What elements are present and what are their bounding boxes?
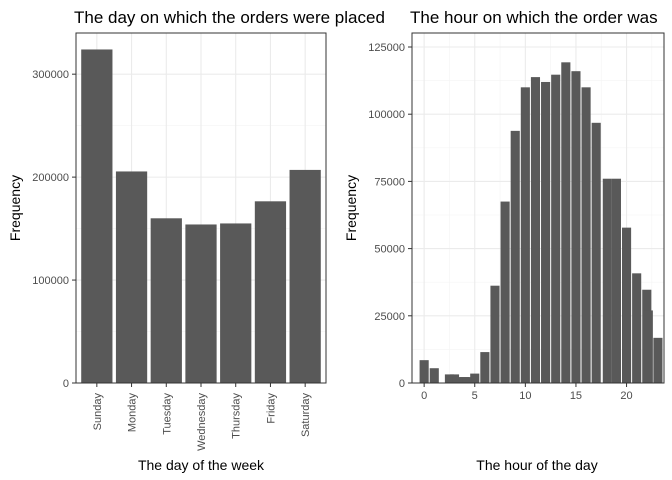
bar-hour-6 — [480, 352, 490, 383]
bar-thursday — [220, 223, 252, 383]
y-tick-label: 200000 — [32, 172, 69, 184]
chart-title: The day on which the orders were placed — [74, 8, 385, 27]
bar-hour-17 — [591, 122, 601, 383]
bar-hour-12 — [541, 81, 551, 383]
y-axis-ticks: 0 25000 50000 75000 100000 125000 — [368, 42, 412, 390]
bar-saturday — [289, 169, 321, 383]
x-tick-label: 0 — [421, 390, 427, 402]
y-tick-label: 100000 — [368, 109, 405, 121]
x-axis-label: The day of the week — [138, 457, 265, 473]
y-tick-label: 75000 — [374, 176, 405, 188]
bar-hour-extra — [452, 377, 463, 383]
bar-tuesday — [150, 218, 182, 383]
bar-hour-extra — [444, 374, 454, 383]
x-axis-label: The hour of the day — [476, 457, 597, 473]
x-tick-label: Sunday — [92, 393, 104, 431]
x-tick-label: Wednesday — [196, 393, 208, 451]
x-tick-label: Thursday — [231, 393, 243, 439]
bar-friday — [254, 201, 287, 383]
bar-hour-11 — [530, 77, 541, 384]
x-tick-label: Monday — [127, 393, 139, 433]
bar-hour-extra — [653, 337, 663, 383]
bar-hour-19 — [611, 178, 621, 383]
bar-hour-5 — [470, 373, 480, 383]
bar-hour-13 — [551, 74, 561, 383]
y-tick-label: 100000 — [32, 275, 69, 287]
bar-hour-extra — [643, 310, 653, 383]
bar-hour-8 — [500, 201, 510, 383]
bar-hour-16 — [581, 87, 591, 383]
bar-hour-20 — [622, 227, 632, 383]
chart-panel-hour-of-day: 0 25000 50000 75000 100000 125000 0 5 10 15 20 Th… — [343, 8, 665, 473]
y-tick-label: 0 — [63, 378, 69, 390]
y-tick-label: 300000 — [32, 69, 69, 81]
chart-title: The hour on which the order was — [410, 8, 658, 27]
bar-hour-14 — [561, 62, 571, 384]
bar-wednesday — [185, 224, 217, 383]
bar-hour-15 — [571, 71, 581, 383]
y-axis-label: Frequency — [343, 175, 359, 241]
bar-group — [81, 49, 321, 384]
x-tick-label: 10 — [519, 390, 531, 402]
x-tick-label: Saturday — [300, 393, 312, 438]
bar-hour-1 — [429, 368, 439, 383]
bar-hour-7 — [490, 285, 500, 383]
bar-monday — [115, 171, 148, 383]
bar-group — [419, 62, 663, 384]
bar-sunday — [81, 49, 113, 384]
bar-hour-0 — [419, 360, 429, 383]
x-axis-ticks: Sunday Monday Tuesday Wednesday Thursday Frid… — [92, 383, 312, 451]
plot-border — [411, 32, 665, 384]
y-tick-label: 125000 — [368, 42, 405, 54]
x-tick-label: Tuesday — [161, 393, 173, 435]
y-axis-ticks: 0 100000 200000 300000 — [32, 69, 76, 390]
y-axis-label: Frequency — [7, 175, 23, 241]
bar-hour-9 — [510, 130, 520, 383]
x-axis-ticks: 0 5 10 15 20 — [421, 383, 633, 402]
chart-panel-day-of-week: 0 100000 200000 300000 Sunday Monday Tuesday W… — [7, 8, 385, 473]
bar-hour-extra — [462, 377, 472, 383]
x-tick-label: Friday — [265, 393, 277, 424]
y-tick-label: 50000 — [374, 244, 405, 256]
x-tick-label: 15 — [570, 390, 582, 402]
y-tick-label: 25000 — [374, 311, 405, 323]
x-tick-label: 5 — [472, 390, 478, 402]
x-tick-label: 20 — [620, 390, 632, 402]
bar-hour-21 — [632, 273, 642, 383]
bar-hour-10 — [520, 87, 530, 383]
bar-hour-extra — [602, 178, 612, 383]
y-tick-label: 0 — [399, 378, 405, 390]
